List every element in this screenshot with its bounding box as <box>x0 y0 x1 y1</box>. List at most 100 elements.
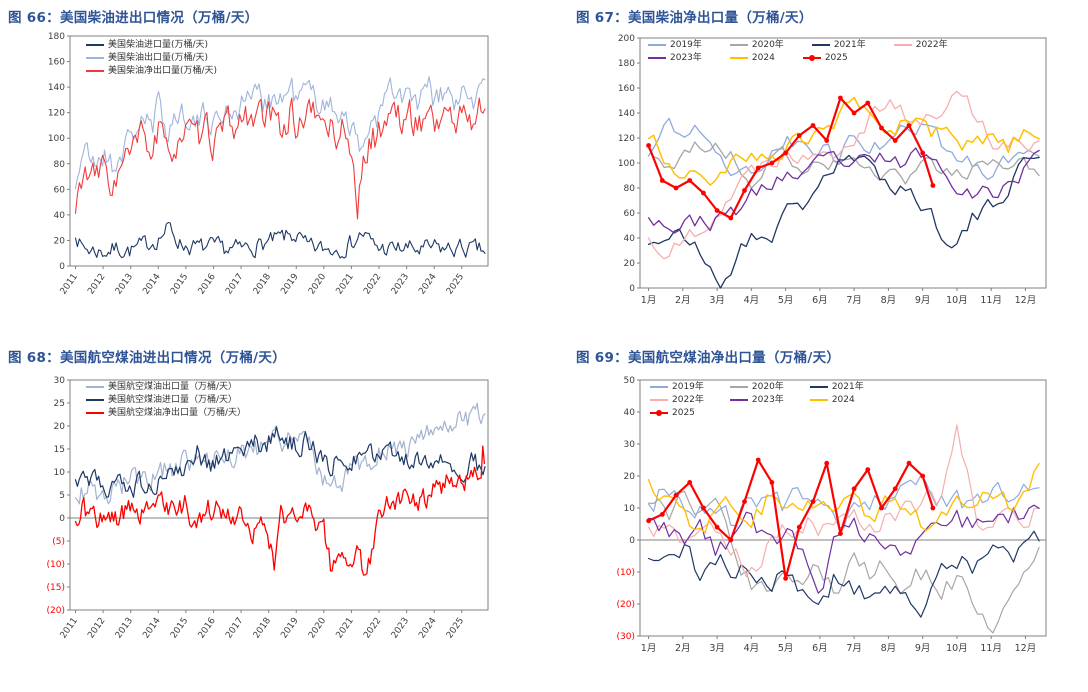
x-tick-label: 2022 <box>362 272 383 296</box>
x-tick-label: 4月 <box>744 295 760 306</box>
series-line-3 <box>647 90 1040 260</box>
series-marker-6 <box>714 524 720 530</box>
x-tick-label: 2025 <box>445 272 466 296</box>
series-marker-6 <box>728 215 734 221</box>
x-tick-label: 12月 <box>1015 643 1037 654</box>
y-tick-label: (5) <box>52 537 65 547</box>
x-tick-label: 10月 <box>946 295 968 306</box>
x-tick-label: 2013 <box>114 616 135 640</box>
series-marker-6 <box>879 125 884 131</box>
series-marker-6 <box>673 492 679 498</box>
figure-67-title: 图 67：美国柴油净出口量（万桶/天） <box>576 10 813 26</box>
x-tick-label: 6月 <box>812 643 828 654</box>
x-tick-label: 2021 <box>335 272 356 296</box>
x-tick-label: 3月 <box>709 295 725 306</box>
x-tick-label: 12月 <box>1015 295 1037 306</box>
series-marker-6 <box>673 185 679 191</box>
x-tick-label: 2016 <box>197 272 218 297</box>
series-marker-6 <box>930 183 936 188</box>
x-tick-label: 2020 <box>307 272 328 297</box>
y-tick-label: 15 <box>54 445 65 455</box>
series-marker-6 <box>892 138 898 143</box>
series-marker-6 <box>865 467 871 472</box>
series-marker-6 <box>796 133 802 138</box>
y-tick-label: 60 <box>624 209 636 219</box>
series-marker-6 <box>783 150 788 156</box>
y-tick-label: 20 <box>624 259 636 269</box>
x-tick-label: 2016 <box>197 616 218 641</box>
x-tick-label: 8月 <box>881 643 897 654</box>
x-tick-label: 2024 <box>417 272 438 297</box>
x-tick-label: 6月 <box>812 295 828 306</box>
y-tick-label: 30 <box>54 376 66 386</box>
y-tick-label: 0 <box>59 514 65 524</box>
y-tick-label: 140 <box>48 83 65 93</box>
y-tick-label: 100 <box>48 134 65 144</box>
y-tick-label: 50 <box>624 376 636 386</box>
series-marker-6 <box>742 188 747 193</box>
series-line-5 <box>647 96 1040 186</box>
y-tick-label: (10) <box>617 568 635 578</box>
series-marker-6 <box>851 486 857 492</box>
x-tick-label: 7月 <box>846 295 862 306</box>
x-tick-label: 2021 <box>335 616 356 640</box>
y-tick-label: 120 <box>48 109 65 119</box>
series-marker-6 <box>755 457 761 463</box>
series-marker-6 <box>838 95 843 101</box>
x-tick-label: 2015 <box>169 272 190 296</box>
series-line-1 <box>74 76 486 190</box>
y-tick-label: 0 <box>629 536 635 546</box>
y-tick-label: 20 <box>54 422 66 432</box>
series-marker-6 <box>742 499 747 504</box>
x-tick-label: 2023 <box>390 616 411 640</box>
figure-69-title: 图 69：美国航空煤油净出口量（万桶/天） <box>576 350 841 366</box>
x-tick-label: 2014 <box>141 272 162 297</box>
chart-canvas: 0 20 40 60 80 100 120 140 160 180 2011 2012 2013 2014… <box>48 32 489 297</box>
series-line-0 <box>74 402 486 505</box>
y-tick-label: 80 <box>624 184 636 194</box>
series-marker-6 <box>920 473 926 479</box>
series-marker-6 <box>810 123 816 128</box>
x-tick-label: 2015 <box>169 616 190 640</box>
y-tick-label: 20 <box>624 472 636 482</box>
x-tick-label: 11月 <box>980 295 1002 306</box>
series-marker-6 <box>824 138 830 143</box>
series-marker-6 <box>659 178 665 183</box>
series-marker-6 <box>879 505 884 511</box>
x-tick-label: 9月 <box>915 295 931 306</box>
y-tick-label: (10) <box>47 560 65 570</box>
y-tick-label: (30) <box>617 632 635 642</box>
series-line-2 <box>648 530 1040 618</box>
x-tick-label: 8月 <box>881 295 897 306</box>
series-line-1 <box>74 426 486 498</box>
series-marker-6 <box>755 165 761 171</box>
y-tick-label: 60 <box>54 185 66 195</box>
x-tick-label: 2022 <box>362 616 383 640</box>
series-line-3 <box>648 424 1040 578</box>
x-tick-label: 10月 <box>946 643 968 654</box>
x-tick-label: 2017 <box>224 616 245 640</box>
series-line-2 <box>74 97 486 220</box>
series-marker-6 <box>646 143 651 148</box>
y-tick-label: (15) <box>47 583 65 593</box>
x-tick-label: 7月 <box>846 643 862 654</box>
x-tick-label: 5月 <box>778 643 794 654</box>
series-marker-6 <box>920 150 926 156</box>
x-tick-label: 2013 <box>114 272 135 296</box>
series-marker-6 <box>892 486 898 492</box>
series-line-1 <box>648 490 1040 634</box>
y-tick-label: 5 <box>59 491 65 501</box>
series-marker-6 <box>701 190 706 196</box>
y-tick-label: 10 <box>54 468 66 478</box>
y-tick-label: (20) <box>617 600 635 610</box>
series-marker-6 <box>906 123 912 128</box>
x-tick-label: 1月 <box>641 643 657 654</box>
x-tick-label: 1月 <box>641 295 657 306</box>
y-tick-label: 40 <box>624 408 636 418</box>
y-tick-label: 160 <box>48 58 65 68</box>
x-tick-label: 2月 <box>675 643 691 654</box>
series-line-5 <box>647 463 1040 534</box>
chart-canvas: 50 40 30 20 10 0 (10) (20) (30) 1月 2月 3月 4月 5月 6月 7月 8月 9… <box>617 376 1047 654</box>
y-tick-label: 25 <box>54 399 65 409</box>
